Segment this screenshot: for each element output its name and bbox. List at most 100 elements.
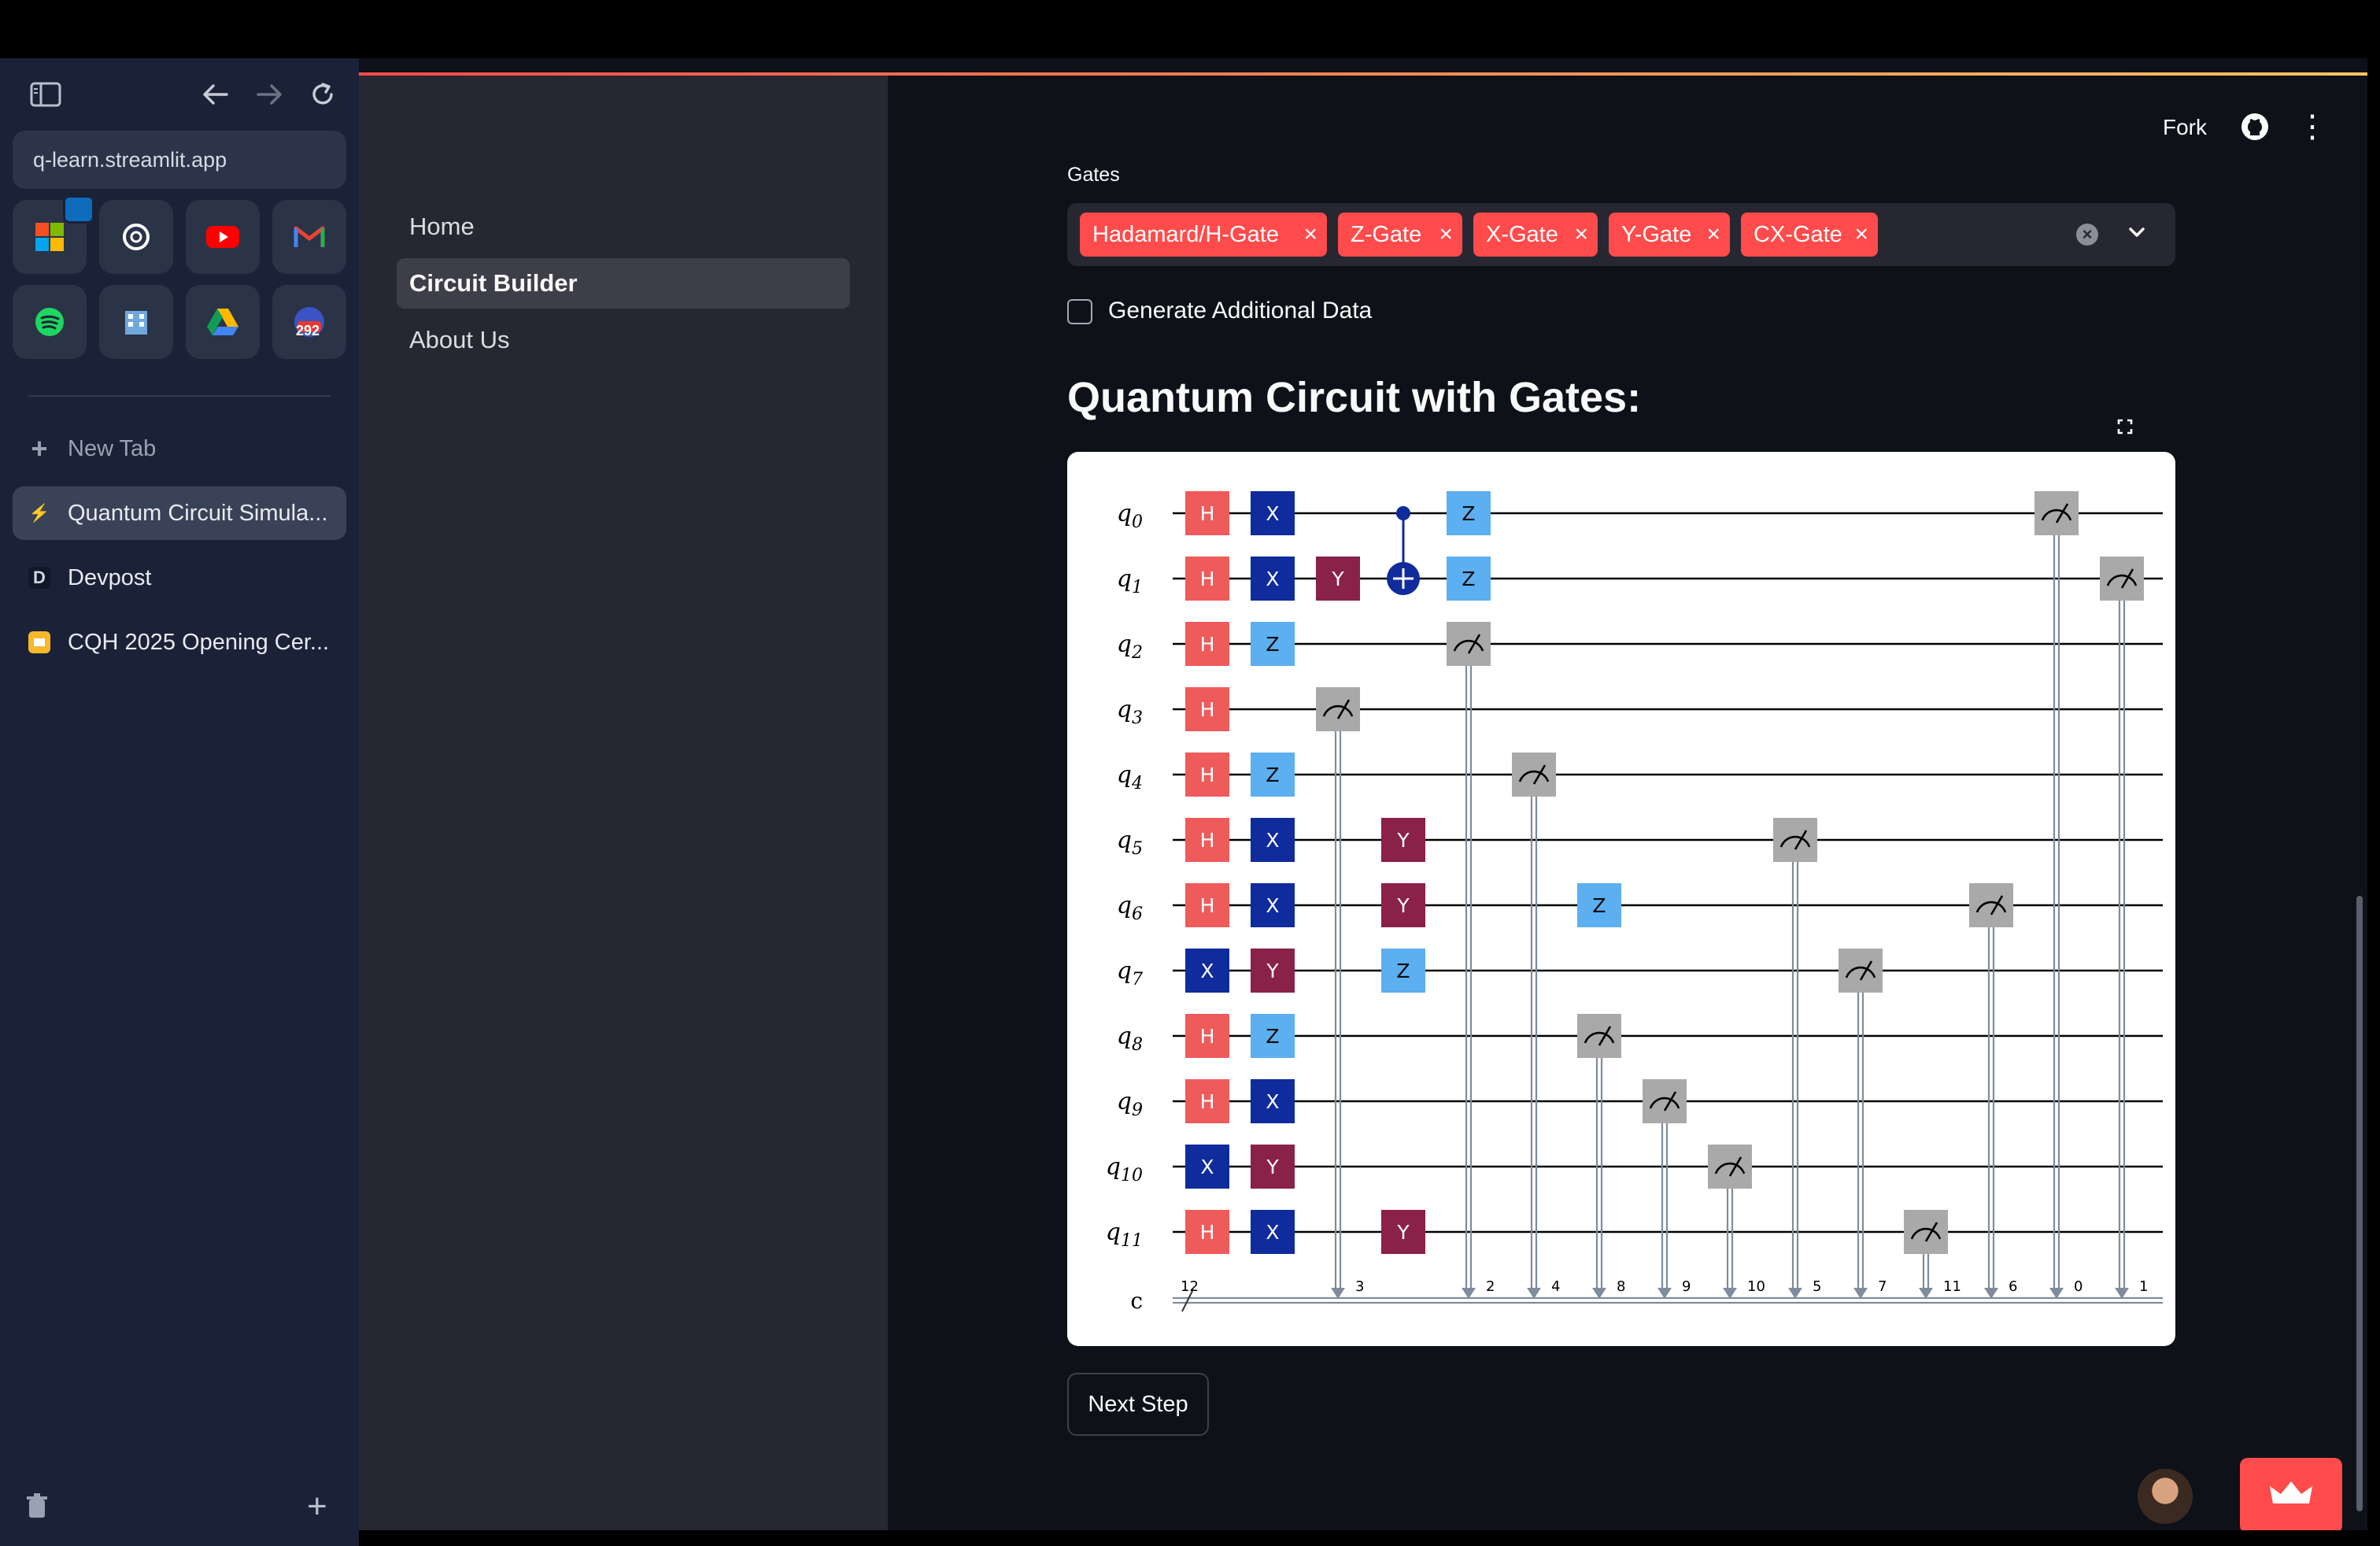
avatar[interactable] — [2138, 1469, 2193, 1524]
chip-x-gate[interactable]: X-Gate × — [1473, 213, 1598, 257]
fork-link[interactable]: Fork — [2163, 115, 2207, 139]
chip-z-gate[interactable]: Z-Gate × — [1338, 213, 1462, 257]
meter-icon — [2041, 509, 2072, 521]
qubit-label: q4 — [1117, 761, 1143, 793]
generate-data-label[interactable]: Generate Additional Data — [1108, 298, 1373, 324]
chip-y-gate[interactable]: Y-Gate × — [1609, 213, 1730, 257]
gate-y-label: Y — [1396, 894, 1410, 917]
building-icon[interactable] — [99, 285, 173, 359]
gates-multiselect[interactable]: Hadamard/H-Gate × Z-Gate × X-Gate × Y-Gate ×… — [1067, 203, 2175, 266]
calendar-badge-icon[interactable]: 292 — [272, 285, 346, 359]
qubit-label: q0 — [1117, 500, 1143, 532]
meter-needle — [1859, 960, 1873, 981]
measure-arrow — [2049, 1288, 2064, 1299]
reload-icon[interactable] — [309, 80, 337, 114]
add-icon[interactable]: + — [307, 1487, 327, 1526]
meter-needle — [1467, 634, 1481, 654]
classical-bit-label: 2 — [1486, 1278, 1495, 1295]
gate-z-box — [1381, 949, 1425, 993]
gate-h-label: H — [1200, 1090, 1215, 1113]
url-bar[interactable]: q-learn.streamlit.app — [13, 131, 346, 189]
measure-box — [1447, 622, 1491, 666]
meter-icon — [1845, 966, 1876, 978]
gate-x-box — [1251, 557, 1295, 601]
gate-h-label: H — [1200, 502, 1215, 525]
measure-arrow — [1984, 1288, 1998, 1299]
qubit-label: q5 — [1117, 827, 1143, 859]
gate-x-box — [1251, 1079, 1295, 1123]
gate-y-box — [1251, 1145, 1295, 1189]
classical-bit-label: 6 — [2009, 1278, 2017, 1295]
qubit-label: q3 — [1117, 696, 1143, 728]
meter-needle — [1728, 1156, 1743, 1177]
back-arrow-icon[interactable] — [201, 82, 230, 113]
remove-chip-icon[interactable]: × — [1574, 221, 1588, 247]
clear-all-icon[interactable]: × — [2076, 224, 2098, 246]
gate-x-label: X — [1266, 502, 1279, 525]
fullscreen-icon[interactable] — [2111, 412, 2139, 441]
measure-box — [1577, 1014, 1621, 1058]
gate-x-label: X — [1266, 894, 1279, 917]
gate-h-label: H — [1200, 894, 1215, 917]
gate-h-label: H — [1200, 1025, 1215, 1048]
app-viewport: Home Circuit Builder About Us Fork ⋮ Gat… — [359, 58, 2367, 1530]
new-tab-label: New Tab — [68, 435, 157, 461]
tab-devpost[interactable]: D Devpost — [13, 551, 346, 605]
openai-icon[interactable] — [99, 200, 173, 274]
gate-x-box — [1251, 883, 1295, 927]
scrollbar[interactable] — [2356, 896, 2363, 1511]
browser-sidebar: q-learn.streamlit.app 292 + New Tab ⚡ Qu… — [0, 58, 359, 1546]
remove-chip-icon[interactable]: × — [1439, 221, 1453, 247]
remove-chip-icon[interactable]: × — [1303, 221, 1318, 247]
devpost-icon: D — [28, 567, 50, 589]
sidebar-divider — [28, 395, 331, 397]
nav-item-circuit-builder[interactable]: Circuit Builder — [397, 258, 850, 309]
gate-x-label: X — [1266, 1090, 1279, 1113]
github-icon[interactable] — [2240, 112, 2270, 142]
spotify-icon[interactable] — [13, 285, 87, 359]
meter-needle — [1794, 830, 1808, 850]
new-tab-button[interactable]: + New Tab — [13, 422, 346, 475]
chip-label: Y-Gate — [1621, 222, 1692, 247]
youtube-icon[interactable] — [186, 200, 260, 274]
gate-z-box — [1251, 622, 1295, 666]
gmail-icon[interactable] — [272, 200, 346, 274]
gate-z-label: Z — [1396, 960, 1410, 982]
lightning-icon: ⚡ — [28, 503, 50, 523]
gate-z-box — [1251, 753, 1295, 797]
classical-bit-label: 4 — [1551, 1278, 1560, 1295]
remove-chip-icon[interactable]: × — [1706, 221, 1720, 247]
meter-needle — [1336, 699, 1351, 719]
chip-label: CX-Gate — [1754, 222, 1842, 247]
forward-arrow-icon[interactable] — [255, 82, 283, 113]
meter-needle — [1990, 895, 2004, 915]
microsoft-outlook-icon[interactable] — [13, 195, 94, 274]
chip-cx-gate[interactable]: CX-Gate × — [1741, 213, 1878, 257]
gate-z-box — [1447, 491, 1491, 535]
remove-chip-icon[interactable]: × — [1854, 221, 1868, 247]
generate-data-checkbox[interactable] — [1067, 299, 1092, 324]
chip-hadamard[interactable]: Hadamard/H-Gate × — [1080, 213, 1327, 257]
nav-item-about-us[interactable]: About Us — [409, 326, 510, 353]
google-drive-icon[interactable] — [186, 285, 260, 359]
gate-h-box — [1185, 883, 1229, 927]
next-step-button[interactable]: Next Step — [1067, 1373, 1209, 1436]
chevron-down-icon[interactable] — [2125, 220, 2149, 244]
tab-quantum-circuit[interactable]: ⚡ Quantum Circuit Simula... — [13, 486, 346, 540]
measure-arrow — [1462, 1288, 1476, 1299]
trash-icon[interactable] — [25, 1492, 49, 1525]
streamlit-crown-button[interactable] — [2240, 1458, 2342, 1530]
meter-needle — [2055, 503, 2069, 523]
gate-y-box — [1251, 949, 1295, 993]
nav-item-home[interactable]: Home — [409, 213, 475, 240]
gate-x-box — [1251, 1210, 1295, 1254]
app-decoration-line — [359, 72, 2367, 76]
more-options-icon[interactable]: ⋮ — [2297, 109, 2328, 144]
tab-cqh-2025[interactable]: CQH 2025 Opening Cer... — [13, 616, 346, 669]
sidebar-toggle-icon[interactable] — [30, 82, 61, 113]
classical-size-label: 12 — [1181, 1278, 1199, 1295]
gate-y-label: Y — [1266, 960, 1279, 982]
app-sidebar: Home Circuit Builder About Us — [359, 76, 888, 1530]
gate-h-label: H — [1200, 764, 1215, 786]
gate-z-label: Z — [1266, 764, 1279, 786]
